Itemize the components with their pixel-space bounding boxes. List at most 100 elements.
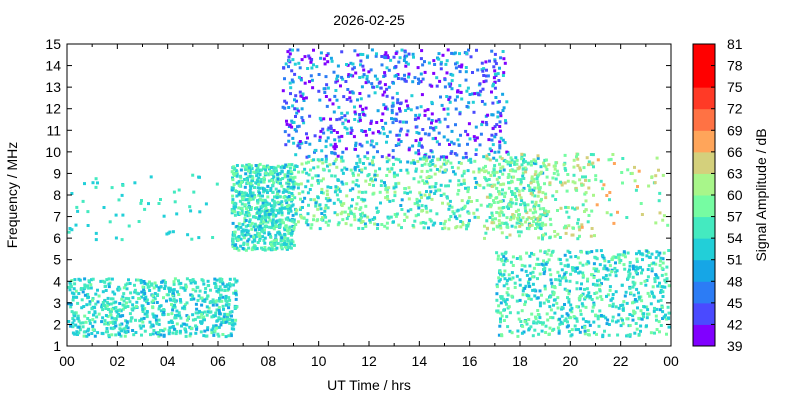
data-point bbox=[423, 60, 426, 64]
data-point bbox=[320, 191, 324, 194]
data-point bbox=[654, 262, 658, 266]
data-point bbox=[287, 191, 291, 195]
data-point bbox=[576, 164, 580, 168]
data-point bbox=[307, 160, 310, 164]
data-point bbox=[271, 190, 275, 194]
data-point bbox=[385, 134, 389, 138]
data-point bbox=[411, 52, 415, 56]
data-point bbox=[249, 198, 253, 201]
data-point bbox=[658, 211, 662, 215]
data-point bbox=[548, 326, 552, 330]
data-point bbox=[639, 309, 643, 313]
data-point bbox=[280, 184, 284, 188]
data-point bbox=[337, 105, 341, 109]
data-point bbox=[433, 172, 437, 176]
data-point bbox=[622, 253, 625, 257]
data-point bbox=[354, 112, 358, 116]
data-point bbox=[252, 215, 256, 219]
data-point bbox=[262, 238, 266, 242]
data-point bbox=[649, 302, 653, 306]
data-point bbox=[118, 287, 122, 291]
data-point bbox=[345, 217, 349, 221]
data-point bbox=[354, 206, 358, 210]
data-point bbox=[459, 225, 463, 229]
data-point bbox=[487, 153, 491, 156]
data-point bbox=[509, 203, 513, 207]
data-point bbox=[628, 334, 632, 338]
data-point bbox=[67, 302, 71, 306]
data-point bbox=[332, 162, 336, 166]
data-point bbox=[423, 132, 427, 136]
data-point bbox=[466, 133, 470, 137]
data-point bbox=[431, 137, 435, 141]
data-point bbox=[614, 255, 618, 259]
data-point bbox=[122, 292, 126, 296]
data-point bbox=[625, 317, 629, 321]
data-point bbox=[344, 147, 348, 151]
data-point bbox=[489, 174, 493, 177]
data-point bbox=[443, 158, 446, 162]
data-point bbox=[638, 297, 641, 301]
data-point bbox=[553, 311, 557, 315]
data-point bbox=[257, 183, 261, 186]
data-point bbox=[292, 120, 296, 124]
data-point bbox=[318, 227, 322, 231]
data-point bbox=[282, 166, 286, 170]
data-point bbox=[203, 329, 207, 333]
data-point bbox=[85, 334, 89, 338]
data-point bbox=[413, 76, 417, 80]
data-point bbox=[455, 95, 459, 99]
data-point bbox=[544, 158, 548, 162]
data-point bbox=[407, 52, 411, 56]
data-point bbox=[486, 204, 490, 208]
data-point bbox=[655, 156, 659, 160]
data-point bbox=[256, 164, 260, 167]
data-point bbox=[270, 247, 274, 251]
data-point bbox=[214, 285, 218, 289]
data-point bbox=[150, 323, 154, 327]
data-point bbox=[569, 303, 573, 307]
data-point bbox=[423, 70, 427, 74]
data-point bbox=[467, 219, 471, 223]
data-point bbox=[657, 168, 660, 172]
data-point bbox=[564, 224, 567, 228]
data-point bbox=[93, 320, 97, 324]
data-point bbox=[306, 212, 310, 216]
data-point bbox=[155, 314, 159, 318]
data-point bbox=[201, 299, 205, 303]
data-point bbox=[159, 333, 163, 337]
data-point bbox=[655, 318, 658, 322]
data-point bbox=[415, 201, 419, 204]
data-point bbox=[146, 285, 150, 289]
data-point bbox=[667, 325, 671, 329]
data-point bbox=[482, 74, 486, 77]
data-point bbox=[450, 150, 454, 154]
data-point bbox=[399, 127, 403, 131]
data-point bbox=[197, 236, 201, 240]
colorbar-tick-label: 45 bbox=[727, 295, 743, 311]
data-point bbox=[587, 160, 591, 164]
data-point bbox=[334, 80, 338, 84]
data-point bbox=[544, 324, 548, 328]
data-point bbox=[412, 177, 416, 181]
data-point bbox=[256, 231, 260, 235]
data-point bbox=[361, 107, 365, 111]
data-point bbox=[133, 283, 136, 287]
data-point bbox=[614, 320, 618, 324]
data-point bbox=[544, 196, 548, 200]
data-point bbox=[173, 277, 177, 281]
data-point bbox=[283, 175, 287, 179]
data-point bbox=[443, 117, 447, 121]
x-tick-label: 00 bbox=[59, 353, 75, 369]
data-point bbox=[361, 75, 365, 79]
data-point bbox=[259, 178, 263, 181]
data-point bbox=[181, 306, 185, 310]
data-point bbox=[231, 178, 235, 182]
data-point bbox=[260, 227, 264, 231]
data-point bbox=[357, 190, 361, 194]
data-point bbox=[224, 294, 228, 298]
data-point bbox=[342, 202, 346, 206]
data-point bbox=[363, 214, 367, 218]
data-point bbox=[131, 296, 135, 300]
data-point bbox=[592, 320, 596, 324]
